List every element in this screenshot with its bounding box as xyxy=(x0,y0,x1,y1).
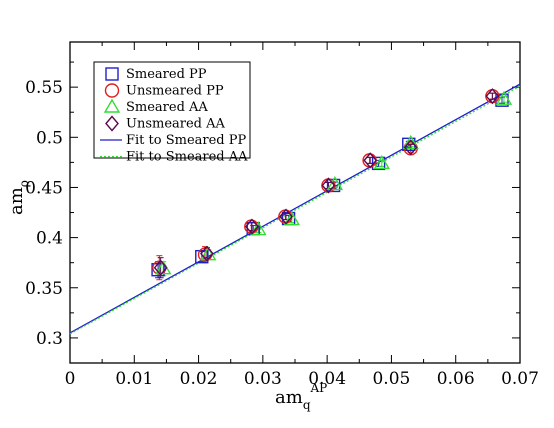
y-tick-label: 0.5 xyxy=(36,128,63,148)
legend-label: Unsmeared AA xyxy=(126,117,226,132)
x-tick-label: 0.03 xyxy=(244,369,282,389)
legend-label: Smeared AA xyxy=(126,100,208,115)
legend-marker xyxy=(105,115,119,132)
data-markers xyxy=(151,88,513,277)
y-tick-label: 0.55 xyxy=(25,78,63,98)
y-tick-label: 0.35 xyxy=(25,279,63,299)
data-point xyxy=(363,152,378,169)
x-tick-label: 0.01 xyxy=(115,369,153,389)
y-tick-label: 0.45 xyxy=(25,178,63,198)
data-point xyxy=(403,139,418,156)
fit-lines xyxy=(69,83,521,335)
data-point xyxy=(326,176,344,191)
x-tick-label: 0.07 xyxy=(501,369,539,389)
data-point xyxy=(153,259,168,276)
x-tick-label: 0.04 xyxy=(308,369,346,389)
data-point xyxy=(250,221,267,236)
legend-marker xyxy=(103,98,121,113)
data-point xyxy=(283,211,301,226)
legend-label: Fit to Smeared PP xyxy=(126,133,247,148)
fit-line xyxy=(69,83,521,334)
data-point xyxy=(321,177,336,194)
x-tick-labels: 0 0.01 0.02 0.03 0.04 0.05 0.06 0.07 xyxy=(65,369,539,389)
data-point xyxy=(279,208,293,225)
data-point xyxy=(402,134,419,150)
legend-marker xyxy=(105,67,119,81)
legend-label: Smeared PP xyxy=(126,67,207,82)
x-axis-title: amqAP xyxy=(275,381,327,412)
y-tick-label: 0.4 xyxy=(36,229,63,249)
y-axis-title: amρ xyxy=(6,180,31,215)
legend-label: Unsmeared PP xyxy=(126,84,224,99)
legend-label: Fit to Smeared AA xyxy=(126,150,248,165)
tick-marks xyxy=(69,42,521,364)
data-point xyxy=(195,249,209,264)
data-point xyxy=(371,156,386,171)
x-tick-label: 0.06 xyxy=(437,369,475,389)
x-tick-label: 0 xyxy=(65,369,76,389)
data-point xyxy=(200,245,214,262)
data-point xyxy=(245,218,259,235)
fit-line xyxy=(69,85,521,335)
legend-box xyxy=(93,61,251,159)
x-tick-label: 0.05 xyxy=(372,369,410,389)
x-tick-label: 0.02 xyxy=(180,369,218,389)
data-point xyxy=(373,154,391,170)
data-point xyxy=(485,88,500,105)
y-tick-labels: 0.3 0.35 0.4 0.45 0.5 0.55 xyxy=(25,78,63,349)
y-tick-label: 0.3 xyxy=(36,329,63,349)
data-point xyxy=(495,90,513,105)
legend-marker xyxy=(104,83,120,98)
